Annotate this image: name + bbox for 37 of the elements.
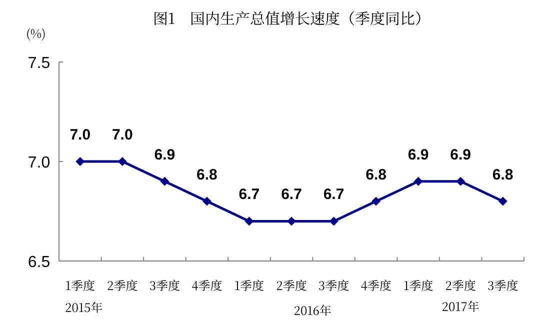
point: [372, 196, 381, 206]
x-tick-label: 2季度: [107, 277, 138, 294]
x-tick-label: 1季度: [234, 277, 264, 294]
text: 2017年: [442, 298, 480, 315]
y-tick-label: 6.5: [28, 254, 50, 271]
point: [498, 196, 508, 206]
y-tick-label: 7.0: [28, 154, 50, 172]
point: [160, 176, 170, 186]
x-tick-label: 2季度: [445, 277, 476, 294]
data-label: 6.8: [196, 166, 218, 184]
x-tick-label: 1季度: [65, 277, 95, 294]
data-label: 7.0: [112, 126, 133, 144]
chart-title: 图1 国内生产总值增长速度（季度同比）: [152, 8, 430, 29]
data-label: 6.8: [366, 166, 386, 184]
x-tick-label: 4季度: [360, 277, 392, 294]
data-label: 6.7: [281, 186, 302, 204]
point: [287, 216, 296, 226]
data-label: 7.0: [70, 126, 91, 144]
x-tick-label: 2季度: [276, 277, 307, 294]
x-tick-label: 3季度: [318, 277, 350, 294]
data-label: 6.9: [154, 146, 176, 164]
point: [456, 176, 466, 186]
point: [414, 176, 423, 186]
text: 2016年: [294, 302, 332, 319]
x-tick-label: 1季度: [403, 277, 434, 294]
data-label: 6.7: [238, 186, 260, 204]
data-label: 6.9: [408, 146, 429, 164]
data-label: 6.7: [323, 186, 344, 204]
y-tick-label: 7.5: [28, 55, 50, 72]
text: 2015年: [65, 299, 103, 316]
x-tick-label: 3季度: [488, 277, 518, 294]
x-tick-label: 4季度: [192, 277, 222, 294]
point: [202, 196, 212, 206]
x-tick-label: 3季度: [149, 277, 180, 294]
data-label: 6.8: [492, 166, 514, 184]
y-axis-title: (%): [26, 25, 46, 42]
data-label: 6.9: [450, 146, 472, 164]
